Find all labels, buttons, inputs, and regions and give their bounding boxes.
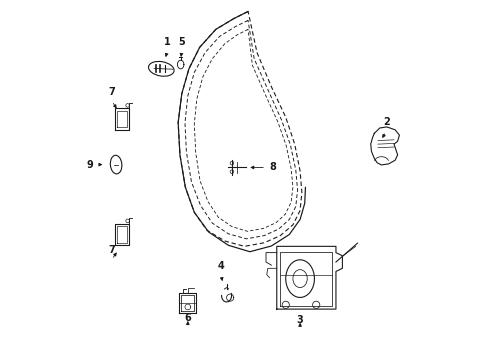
Text: 9: 9: [86, 159, 93, 170]
Text: 8: 8: [269, 162, 276, 172]
Text: 5: 5: [178, 37, 185, 46]
Text: 6: 6: [184, 314, 191, 323]
Text: 2: 2: [382, 117, 389, 127]
Text: 1: 1: [163, 37, 170, 46]
Text: 7: 7: [108, 245, 115, 255]
Text: 4: 4: [217, 261, 224, 271]
Text: 3: 3: [296, 315, 303, 324]
Text: 7: 7: [108, 87, 115, 97]
